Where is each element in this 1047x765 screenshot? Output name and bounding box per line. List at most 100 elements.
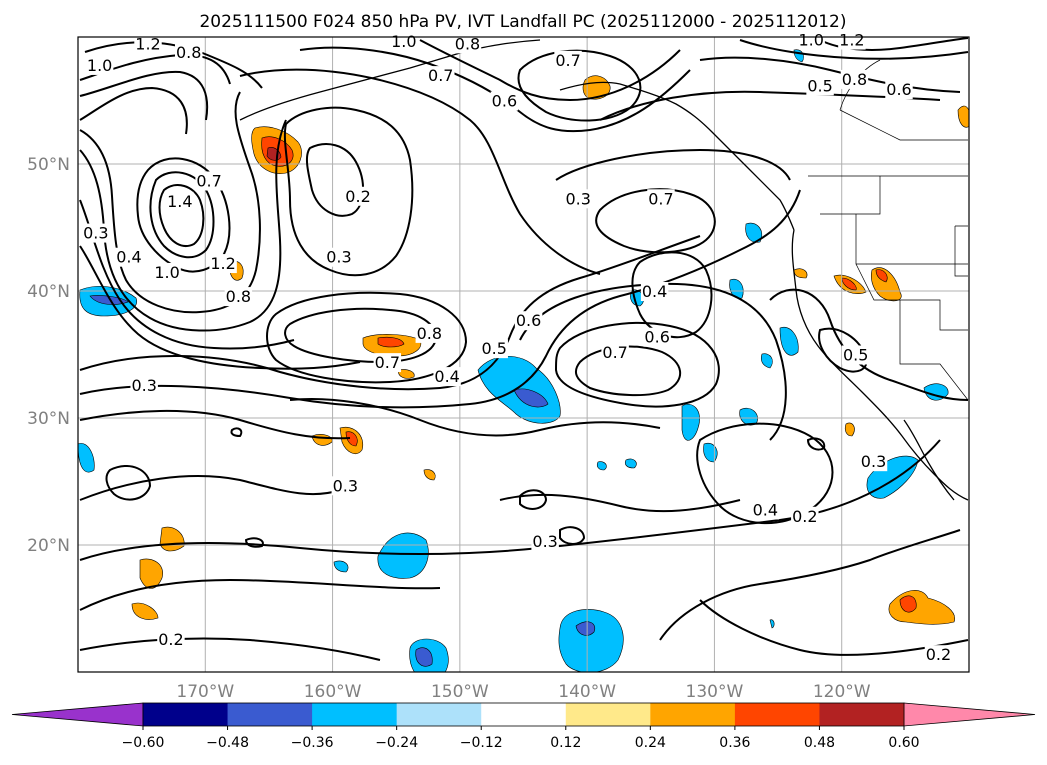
colorbar-segment [396,703,482,726]
fill-patch [957,105,969,128]
lat-tick-label: 20°N [27,536,70,556]
contour-label-background [166,191,194,211]
contour-label-background [806,76,834,96]
fill-patch [575,621,596,636]
colorbar-over-extension [903,702,1036,727]
contour-line [806,437,826,451]
fill-patch [513,388,549,408]
colorbar-segment [227,703,313,726]
map-title: 2025111500 F024 850 hPa PV, IVT Landfall… [199,12,846,32]
contour-label-background [433,367,461,387]
colorbar-segment [481,703,567,726]
contour-label-background [640,282,669,301]
lon-tick-label: 150°W [431,682,489,702]
state-borders [820,176,969,401]
contour-label: 0.3 [532,532,557,551]
colorbar-tick-label: −0.36 [291,735,334,751]
contour-label-background [195,171,223,191]
contour-label-background [838,30,866,50]
contour-label-background [175,43,203,63]
contour-line [699,56,961,93]
contour-label: 0.3 [566,189,591,208]
contour-line [739,39,969,60]
contour-line [519,489,548,510]
contour-label: 0.8 [842,70,867,89]
contour-line [631,251,713,339]
colorbar-segment [734,703,820,726]
contour-label: 0.4 [116,248,141,267]
contour-label: 0.3 [861,452,886,471]
fill-patch [89,295,129,305]
contour-label-background [373,353,402,373]
colorbar-segment [819,703,905,726]
contour-label: 0.7 [196,172,221,191]
contour-label: 1.4 [167,192,192,211]
contour-label-background [797,30,825,50]
contour-line [79,91,261,314]
contour-label: 0.2 [792,507,817,526]
contour-label-background [791,506,819,526]
colorbar-segment [312,703,398,726]
contour-line [239,68,601,275]
contour-label-background [514,311,543,331]
contour-label: 0.8 [455,34,480,53]
contour-label-background [209,254,237,274]
contour-line [554,321,720,408]
contour-line [818,327,868,373]
contour-label-background [85,55,114,75]
colorbar-segment [143,703,229,726]
colorbar-frame [142,702,905,727]
contour-line [230,427,243,438]
contour-label: 0.6 [516,311,541,330]
fill-patch [899,595,917,613]
contour-label: 0.6 [492,92,517,111]
lon-tick-label: 140°W [558,682,616,702]
contour-label-background [325,247,353,267]
contour-label: 1.2 [135,34,160,53]
fill-patch [415,647,433,667]
colorbar-tick-label: −0.12 [460,735,503,751]
colorbar-under-extension [11,702,144,727]
contour-line [79,409,351,440]
contour-label-background [427,66,455,86]
colorbar-tick-label: −0.60 [122,735,165,751]
contour-label: 0.3 [131,376,156,395]
contour-label-background [643,327,671,347]
fill-patch [397,369,415,379]
contour-label-background [841,345,870,365]
fill-patch [377,532,429,579]
contour-line [305,143,364,217]
map-panel: 1.2 0.81.01.0 0.80.70.70.61.0 1.20.80.5 0.60… [77,30,970,673]
fill-patch [78,443,95,473]
colorbar-tick-label: −0.24 [375,735,418,751]
contour-label-background [453,34,482,54]
pv-contours [79,37,969,661]
contour-line [289,397,661,437]
contour-line [79,199,295,350]
colorbar-tick-label: 0.36 [719,735,750,751]
contour-label: 0.2 [158,630,183,649]
contour-line [519,282,787,441]
map-frame [77,36,970,673]
contour-label-background [840,69,869,89]
contour-line [659,529,961,641]
contour-label: 0.6 [644,328,669,347]
contour-line [555,148,791,181]
coastline-alaska-gulf [559,81,795,231]
contour-label-background [480,339,508,359]
contour-label-background [82,223,110,243]
contour-label-background [924,645,953,665]
contour-label-background [601,342,629,362]
contour-label: 0.7 [648,189,673,208]
lat-tick-label: 30°N [27,409,70,429]
contour-label: 0.3 [326,248,351,267]
contour-line [283,106,414,277]
contour-label-background [751,500,780,520]
contour-line [517,49,642,122]
contour-line [105,465,152,501]
contour-line [559,526,586,545]
contour-label: 0.3 [333,476,358,495]
contour-label: 1.0 [391,32,416,51]
contour-label: 0.5 [843,346,868,365]
contour-label-background [130,375,158,395]
